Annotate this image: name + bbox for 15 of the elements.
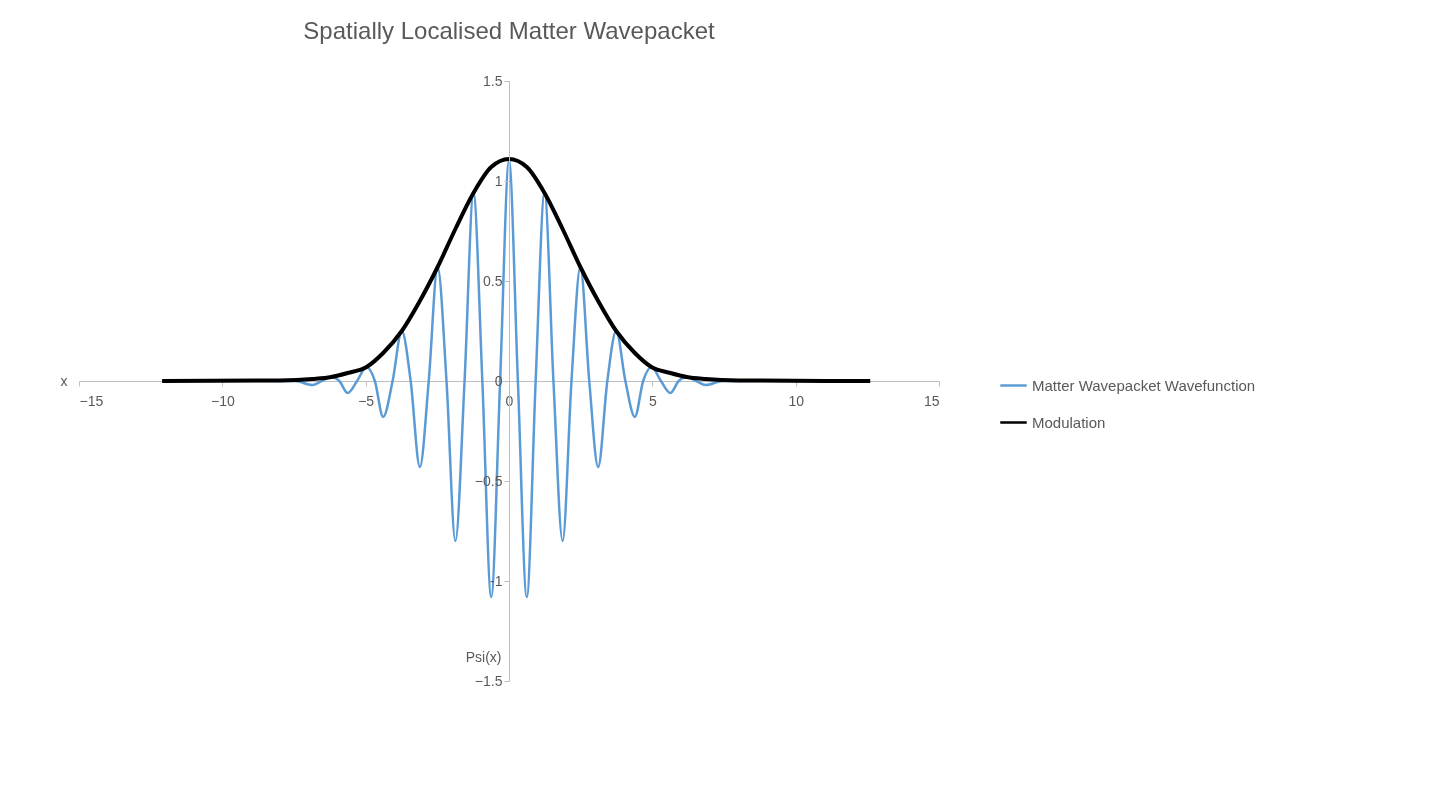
y-tick-label: 0.5 [483,272,503,289]
x-axis-title: x [60,372,68,389]
y-tick-label: −1.5 [474,672,503,689]
x-tick-label: 15 [923,392,940,409]
x-tick-label: −10 [210,392,235,409]
x-tick-label: −15 [79,392,104,409]
x-tick-label: 5 [648,392,657,409]
legend-label: Matter Wavepacket Wavefunction [1032,376,1256,394]
y-tick-label: 1 [494,172,503,189]
y-axis-title: Psi(x) [465,648,502,665]
legend-label: Modulation [1032,413,1106,431]
x-tick-label: 10 [788,392,805,409]
y-tick-label: 1.5 [483,72,503,89]
chart-title: Spatially Localised Matter Wavepacket [303,17,715,44]
x-tick-label: −5 [358,392,375,409]
